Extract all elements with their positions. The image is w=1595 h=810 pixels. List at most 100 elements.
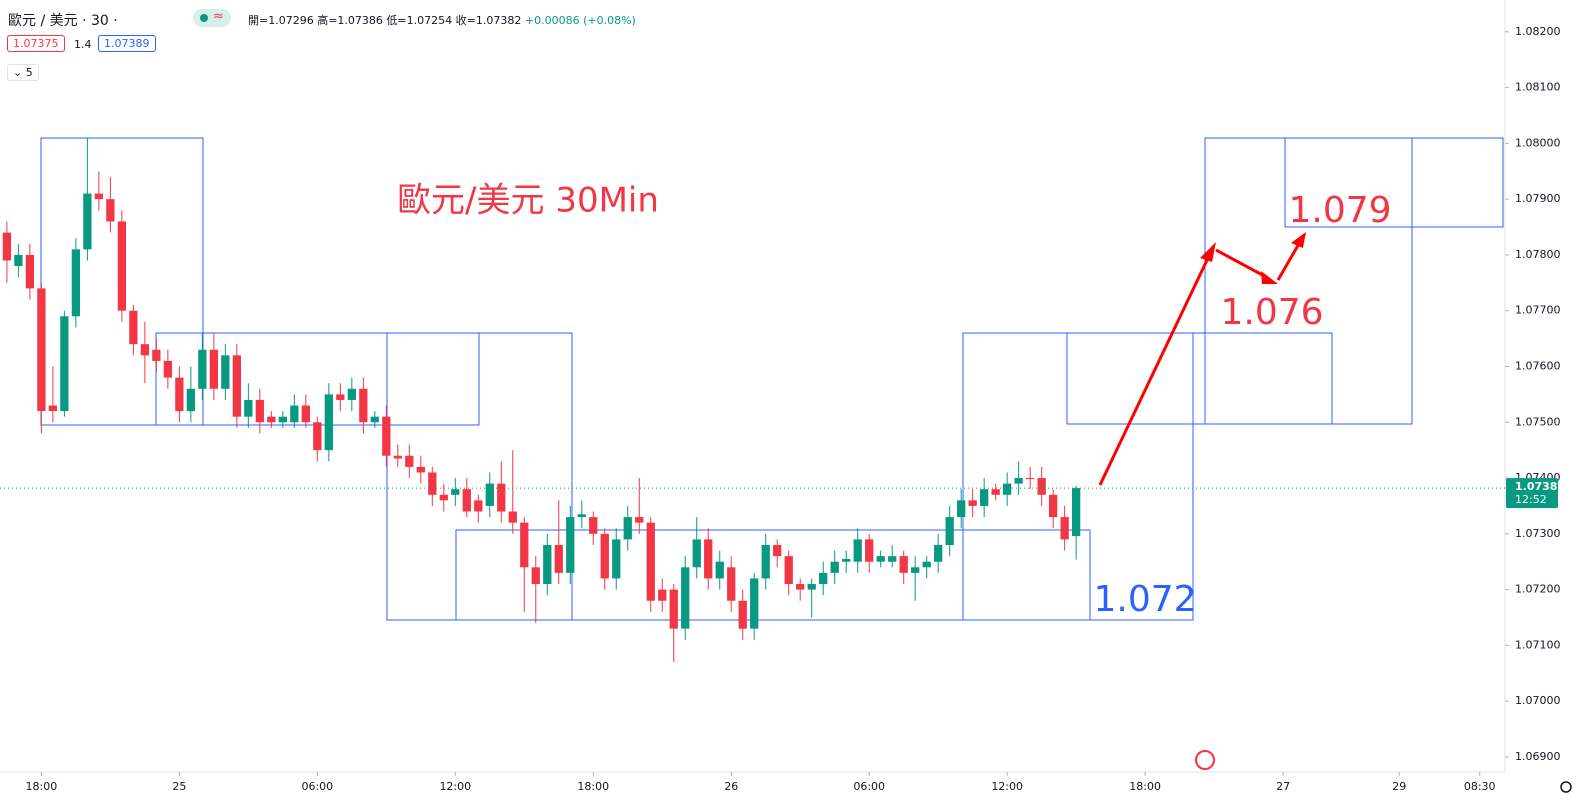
candle-body (738, 600, 747, 629)
candle-body (819, 572, 828, 585)
candle-body (83, 193, 92, 250)
candle-body (1026, 478, 1035, 480)
arrow-head (1200, 242, 1216, 262)
candle-body (152, 349, 161, 361)
candle-body (761, 544, 770, 579)
arrow (1276, 241, 1302, 281)
candle-body (198, 349, 207, 389)
symbol-title[interactable]: 歐元 / 美元 · 30 · (8, 13, 118, 29)
drawn-boxes (40, 137, 1504, 621)
candle-body (1037, 478, 1046, 495)
candle-body (876, 556, 885, 562)
candle-body (681, 567, 690, 629)
annotation: 1.072 (1093, 579, 1196, 620)
x-tick-label: 18:00 (1129, 780, 1161, 793)
x-tick-label: 27 (1276, 780, 1290, 793)
y-tick-label: 1.07200 (1515, 583, 1561, 596)
y-tick-label: 1.08000 (1515, 136, 1561, 149)
candle-body (807, 584, 816, 590)
candle-body (2, 232, 12, 261)
candle-body (382, 416, 391, 456)
candle-body (301, 405, 310, 423)
annotation: 1.076 (1220, 292, 1323, 333)
candle-body (842, 558, 851, 562)
y-tick-label: 1.07900 (1515, 192, 1561, 205)
candle-body (968, 500, 977, 506)
spread: 1.4 (74, 38, 92, 51)
candle-body (497, 483, 506, 512)
candle-body (313, 422, 322, 451)
candle-body (1072, 488, 1081, 537)
candle-body (853, 539, 862, 562)
box (1204, 137, 1413, 425)
candle-body (140, 344, 150, 356)
candle-body (1014, 478, 1023, 484)
annotation: 1.079 (1288, 190, 1391, 231)
candle-body (957, 500, 966, 518)
candle-body (980, 489, 989, 506)
status-dot (200, 14, 208, 22)
x-tick-label: 12:00 (991, 780, 1023, 793)
candle-body (715, 561, 724, 579)
box (1284, 137, 1504, 228)
flag-icon[interactable] (1195, 750, 1215, 770)
ohlc-open: 開=1.07296 (248, 14, 314, 27)
candle-body (370, 416, 379, 423)
candle-body (117, 221, 127, 311)
y-tick-label: 1.08200 (1515, 25, 1561, 38)
candle-body (991, 489, 1000, 495)
candle-body (830, 561, 839, 573)
candle-body (899, 556, 908, 573)
candle-body (416, 466, 425, 473)
candle-body (508, 511, 517, 523)
candle-body (600, 533, 609, 579)
y-tick-label: 1.07800 (1515, 248, 1561, 261)
candle-body (773, 544, 782, 557)
candle-body (623, 517, 632, 540)
candle-body (359, 388, 368, 423)
candle-body (922, 561, 931, 568)
buy-price[interactable]: 1.07389 (98, 35, 156, 52)
y-tick-label: 1.07100 (1515, 638, 1561, 651)
candle-body (336, 394, 345, 400)
candle-body (577, 514, 586, 518)
arrow-head (1261, 271, 1278, 284)
candle-body (612, 539, 621, 579)
candle-body (94, 193, 104, 200)
candle-body (267, 416, 276, 423)
marks: 1.08200 1.08100 1.08000 1.07900 1.07800 1.077… (0, 25, 1565, 793)
box (962, 332, 1194, 621)
arrow-head (1291, 232, 1306, 248)
status-badge[interactable]: ≈ (193, 9, 231, 27)
x-tick-label: 18:00 (577, 780, 609, 793)
candle-body (393, 455, 402, 459)
candle-body (945, 517, 954, 545)
candle-body (911, 567, 920, 573)
ohlc-change: +0.00086 (+0.08%) (524, 14, 636, 27)
box (1066, 332, 1333, 425)
candle-body (554, 544, 563, 573)
candle-body (278, 416, 287, 423)
candle-body (531, 567, 540, 585)
candle-body (543, 544, 552, 585)
candle-body (60, 316, 69, 412)
candle-body (175, 377, 184, 412)
candle-body (796, 584, 805, 590)
y-tick-label: 1.07300 (1515, 527, 1561, 540)
candle-body (888, 556, 897, 562)
candle-body (462, 489, 471, 512)
candle-body (474, 500, 483, 512)
candle-body (589, 517, 598, 534)
sell-price[interactable]: 1.07375 (7, 35, 65, 52)
candle-body (255, 399, 264, 423)
x-tick-label: 26 (724, 780, 738, 793)
indicators-toggle[interactable]: ⌄ 5 (7, 64, 39, 81)
candle-body (704, 539, 713, 579)
candle-body (37, 288, 46, 412)
candle-body (1060, 517, 1069, 540)
settings-icon[interactable] (1560, 781, 1572, 793)
y-tick-label: 1.08100 (1515, 81, 1561, 94)
candle-body (232, 355, 241, 417)
candle-body (1049, 494, 1058, 518)
